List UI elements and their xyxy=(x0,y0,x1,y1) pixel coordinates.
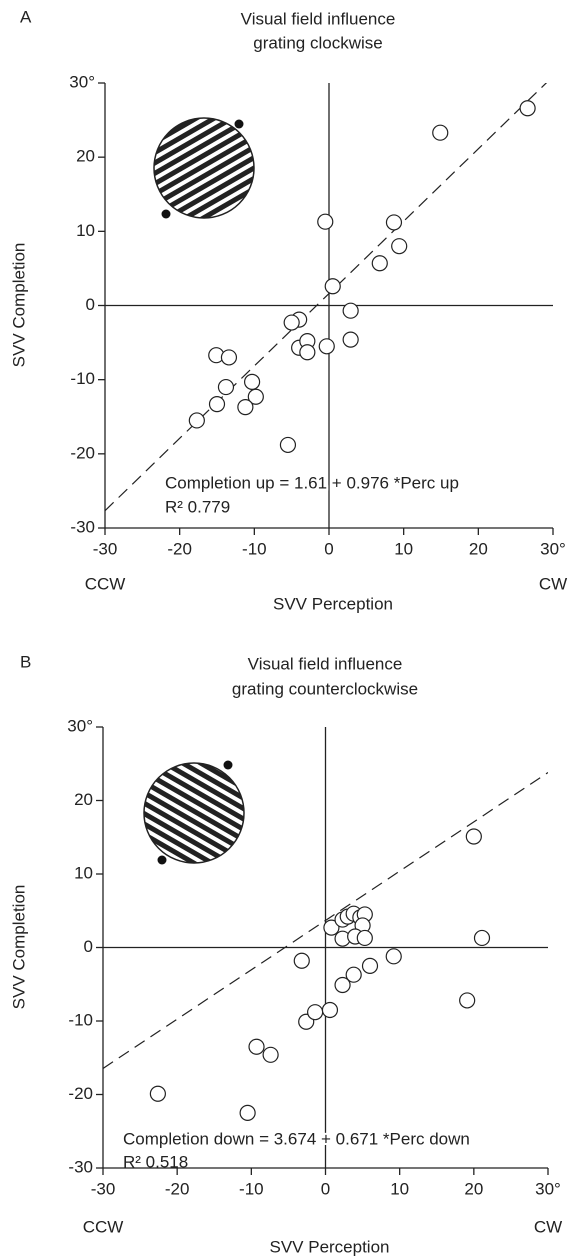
y-tick-label: -20 xyxy=(70,443,95,462)
y-tick-label: 30° xyxy=(69,72,95,91)
data-point xyxy=(279,436,297,454)
data-point xyxy=(247,388,264,405)
y-tick-label: 10 xyxy=(74,863,93,882)
x-tick-label: -30 xyxy=(91,1179,116,1198)
y-tick-label: -30 xyxy=(68,1157,93,1176)
data-point xyxy=(342,302,359,319)
grating-icon-b xyxy=(143,760,245,865)
panel-label: B xyxy=(20,652,31,671)
regression-line xyxy=(103,772,548,1069)
data-point xyxy=(262,1046,279,1063)
data-point xyxy=(248,1038,265,1055)
y-tick-label: -10 xyxy=(70,369,95,388)
x-tick-label: -10 xyxy=(242,539,267,558)
x-tick-label: -20 xyxy=(167,539,192,558)
x-axis-label: SVV Perception xyxy=(273,594,393,613)
grating-icon-a xyxy=(153,117,255,219)
x-left-label: CCW xyxy=(83,1217,124,1236)
y-tick-label: 0 xyxy=(84,937,93,956)
data-point xyxy=(208,396,226,413)
chart-title: Visual field influence xyxy=(248,654,403,673)
data-point xyxy=(361,957,379,974)
x-tick-label: 20 xyxy=(469,539,488,558)
y-axis-label: SVV Completion xyxy=(9,885,28,1010)
panel-label: A xyxy=(20,7,32,26)
y-tick-label: 20 xyxy=(76,147,95,166)
data-point xyxy=(385,214,403,231)
data-point xyxy=(432,124,449,141)
data-point xyxy=(283,314,300,331)
chart-title: grating counterclockwise xyxy=(232,679,418,698)
x-right-label: CW xyxy=(534,1217,562,1236)
x-left-label: CCW xyxy=(85,574,126,593)
data-point xyxy=(345,966,362,983)
fit-r-squared: R² 0.779 xyxy=(165,497,230,516)
data-point xyxy=(356,929,373,947)
x-tick-label: 0 xyxy=(321,1179,330,1198)
data-point xyxy=(188,412,205,429)
x-right-label: CW xyxy=(539,574,567,593)
data-point xyxy=(299,344,316,361)
data-point xyxy=(459,992,476,1009)
data-point xyxy=(243,373,261,390)
x-tick-label: -30 xyxy=(93,539,118,558)
y-tick-label: -30 xyxy=(70,517,95,536)
fit-equation: Completion down = 3.674 + 0.671 *Perc do… xyxy=(123,1129,470,1148)
data-point xyxy=(334,976,351,994)
data-point xyxy=(321,1001,339,1019)
data-point xyxy=(217,378,235,396)
data-point xyxy=(465,828,482,845)
y-axis-label: SVV Completion xyxy=(9,243,28,368)
data-point xyxy=(237,399,254,416)
x-tick-label: 10 xyxy=(390,1179,409,1198)
data-point xyxy=(293,952,310,969)
x-tick-label: 0 xyxy=(324,539,333,558)
fit-equation: Completion up = 1.61 + 0.976 *Perc up xyxy=(165,473,459,492)
data-point xyxy=(323,919,340,936)
x-tick-label: 30° xyxy=(535,1179,561,1198)
data-point xyxy=(239,1104,256,1121)
y-tick-label: 30° xyxy=(67,716,93,735)
y-tick-label: 0 xyxy=(86,295,95,314)
chart-title: grating clockwise xyxy=(253,33,382,52)
data-point xyxy=(473,929,491,947)
data-point xyxy=(149,1085,166,1102)
y-tick-label: 10 xyxy=(76,221,95,240)
fit-r-squared: R² 0.518 xyxy=(123,1152,188,1171)
y-tick-label: -10 xyxy=(68,1010,93,1029)
x-axis-label: SVV Perception xyxy=(269,1237,389,1256)
y-tick-label: -20 xyxy=(68,1084,93,1103)
data-point xyxy=(342,331,359,348)
x-tick-label: 30° xyxy=(540,539,566,558)
y-tick-label: 20 xyxy=(74,790,93,809)
x-tick-label: 10 xyxy=(394,539,413,558)
x-tick-label: 20 xyxy=(464,1179,483,1198)
data-point xyxy=(318,338,335,355)
data-point xyxy=(307,1004,324,1021)
x-tick-label: -20 xyxy=(165,1179,190,1198)
data-point xyxy=(220,349,238,366)
data-point xyxy=(385,948,402,965)
regression-line xyxy=(105,83,548,512)
data-point xyxy=(391,238,408,255)
chart-title: Visual field influence xyxy=(241,9,396,28)
data-point xyxy=(371,255,388,272)
x-tick-label: -10 xyxy=(239,1179,264,1198)
data-point xyxy=(324,278,341,295)
data-point xyxy=(317,213,334,230)
data-point xyxy=(519,100,536,117)
